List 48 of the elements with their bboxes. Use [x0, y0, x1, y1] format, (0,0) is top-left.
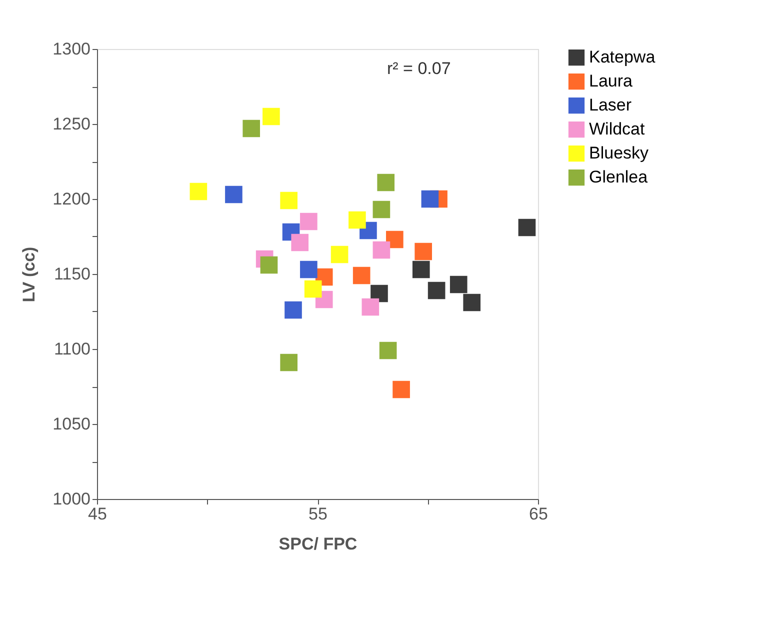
y-tick-label: 1150 [54, 264, 90, 284]
y-tick-label: 1200 [52, 190, 90, 208]
annotation: r² = 0.07 [387, 59, 451, 78]
point [362, 298, 380, 316]
point [300, 212, 318, 230]
point [330, 246, 348, 264]
y-tick-label: 1300 [52, 40, 90, 58]
y-axis-title: LV (cc) [20, 246, 39, 302]
point [284, 301, 302, 319]
point [463, 294, 481, 312]
y-tick-label: 1100 [54, 340, 90, 358]
point [262, 108, 280, 126]
legend-label: Katepwa [589, 48, 656, 66]
point [352, 266, 370, 284]
point [190, 182, 208, 200]
point [260, 256, 278, 274]
point [518, 218, 536, 236]
legend-label: Bluesky [589, 144, 650, 162]
point [414, 242, 432, 260]
point [348, 211, 366, 229]
point [392, 380, 410, 398]
point [386, 230, 404, 248]
y-tick-label: 1250 [52, 114, 90, 134]
point [280, 192, 298, 210]
point [242, 120, 260, 138]
x-axis-title: SPC/ FPC [278, 534, 358, 554]
point [450, 276, 468, 294]
legend-label: Wildcat [589, 120, 646, 138]
point [377, 174, 395, 192]
point [421, 190, 439, 208]
legend-label: Laura [589, 72, 634, 90]
point [225, 186, 242, 204]
point [372, 241, 390, 259]
point [291, 234, 309, 252]
y-tick-label: 1000 [52, 490, 90, 508]
point [300, 260, 318, 278]
y-tick-label: 1050 [52, 414, 90, 434]
legend-label: Laser [589, 96, 632, 114]
point [280, 354, 298, 372]
point [428, 282, 446, 300]
point [304, 280, 322, 298]
x-tick-label: 65 [529, 504, 548, 524]
x-tick-label: 45 [88, 504, 107, 524]
point [379, 342, 397, 360]
x-tick-label: 55 [308, 504, 328, 524]
point [372, 200, 390, 218]
legend-label: Glenlea [589, 168, 648, 186]
point [412, 260, 430, 278]
